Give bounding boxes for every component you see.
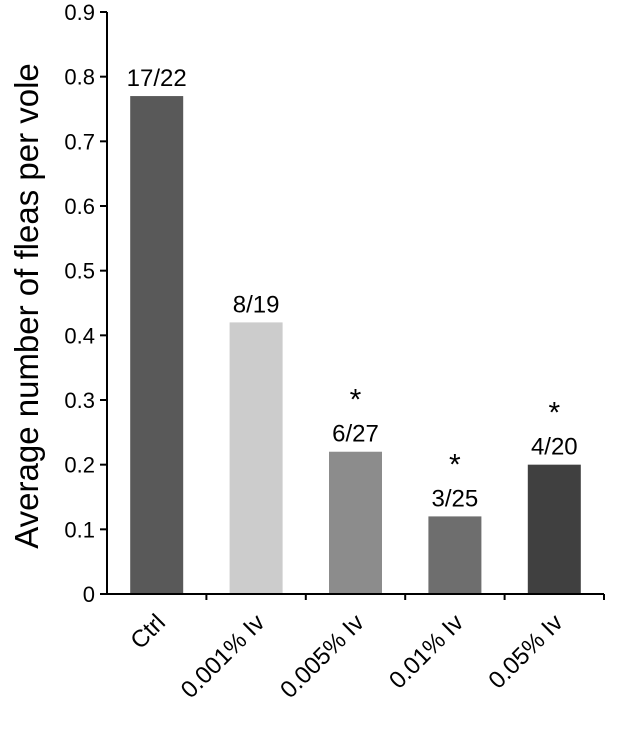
y-tick-label: 0 (83, 582, 95, 607)
x-category-label: 0.001% Iv (176, 609, 271, 704)
bar (527, 464, 581, 594)
bar (329, 451, 382, 594)
significance-marker: * (548, 397, 560, 430)
data-label: 3/25 (432, 485, 479, 512)
y-tick-label: 0.4 (64, 323, 95, 348)
data-label: 4/20 (531, 434, 578, 461)
y-tick-label: 0.2 (64, 453, 95, 478)
data-label: 17/22 (127, 65, 187, 92)
bar (229, 322, 283, 594)
y-tick-label: 0.1 (64, 517, 95, 542)
y-tick-label: 0.9 (64, 0, 95, 25)
significance-marker: * (449, 448, 461, 481)
y-tick-label: 0.5 (64, 259, 95, 284)
data-labels: 17/22 8/19 6/27 * 3/25 * 4/20 * (127, 65, 578, 512)
x-category-label: 0.05% Iv (483, 609, 568, 694)
data-label: 8/19 (233, 291, 280, 318)
data-label: 6/27 (332, 421, 379, 448)
bar (428, 516, 482, 594)
x-axis: Ctrl 0.001% Iv 0.005% Iv 0.01% Iv 0.05% Iv (107, 593, 605, 704)
significance-marker: * (350, 384, 362, 417)
bars (130, 96, 581, 595)
y-tick-label: 0.7 (64, 129, 95, 154)
y-tick-label: 0.6 (64, 194, 95, 219)
bar (130, 96, 184, 595)
y-tick-label: 0.3 (64, 388, 95, 413)
y-axis: 0 0.1 0.2 0.3 0.4 0.5 0.6 0.7 0.8 0.9 (64, 0, 108, 607)
y-tick-label: 0.8 (64, 65, 95, 90)
x-category-label: Ctrl (125, 609, 170, 654)
y-axis-title: Average number of fleas per vole (8, 63, 45, 549)
x-category-label: 0.01% Iv (384, 609, 469, 694)
x-category-label: 0.005% Iv (275, 609, 370, 704)
